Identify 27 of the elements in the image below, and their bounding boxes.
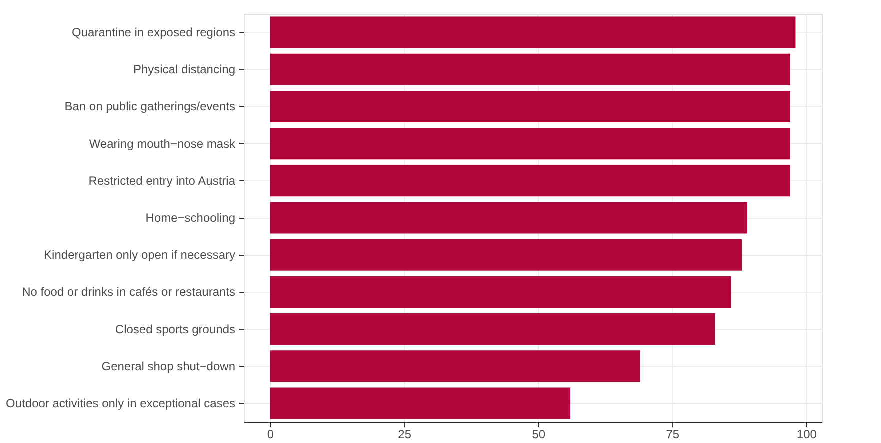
bar: [270, 276, 732, 308]
x-tick-label: 0: [267, 428, 274, 442]
bar: [270, 16, 796, 48]
bar: [270, 202, 748, 234]
bar: [270, 90, 790, 122]
y-tick-label: General shop shut−down: [102, 359, 236, 374]
bar: [270, 165, 790, 197]
y-tick-label: Outdoor activities only in exceptional cases: [6, 396, 236, 410]
x-tick-label: 25: [398, 428, 412, 442]
y-tick-label: Wearing mouth−nose mask: [89, 136, 236, 151]
y-tick-label: Closed sports grounds: [115, 322, 236, 336]
y-tick-label: Ban on public gatherings/events: [64, 100, 236, 114]
bar: [270, 54, 790, 86]
y-tick-label: Physical distancing: [133, 62, 236, 77]
y-tick-label: Restricted entry into Austria: [88, 174, 236, 188]
bar: [270, 128, 790, 160]
bar: [270, 388, 571, 420]
y-tick-label: Kindergarten only open if necessary: [44, 248, 236, 262]
y-tick-label: Quarantine in exposed regions: [72, 26, 236, 40]
x-tick-label: 100: [796, 428, 818, 442]
bar: [270, 314, 716, 346]
x-tick-label: 50: [532, 428, 546, 442]
y-tick-label: No food or drinks in cafés or restaurants: [22, 285, 236, 300]
x-tick-label: 75: [666, 428, 680, 442]
y-tick-label: Home−schooling: [146, 211, 236, 225]
bar: [270, 239, 742, 271]
bar: [270, 350, 640, 382]
